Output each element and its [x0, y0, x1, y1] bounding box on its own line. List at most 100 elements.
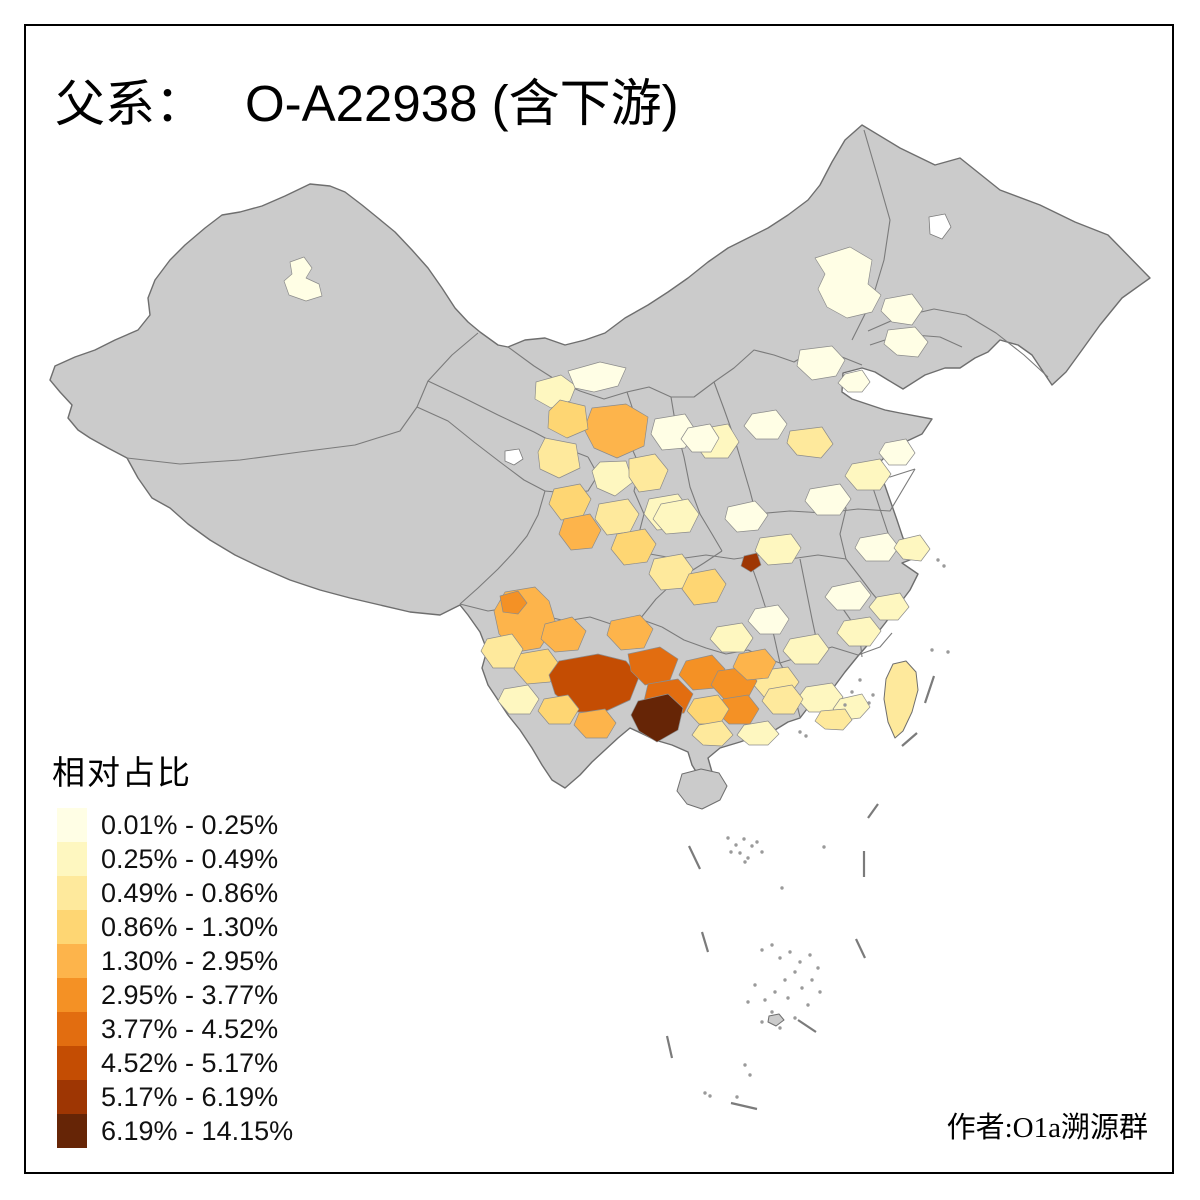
small-island-dot — [942, 564, 946, 568]
prefecture-region-class-3 — [761, 684, 804, 715]
legend-swatch-10 — [57, 1114, 87, 1148]
legend-row: 6.19% - 14.15% — [57, 1114, 293, 1148]
legend-label: 4.52% - 5.17% — [101, 1047, 279, 1078]
prefecture-region-class-3 — [691, 720, 734, 747]
small-island-dot — [770, 1010, 774, 1014]
nine-dash-line-segment — [700, 931, 710, 953]
small-island-dot — [793, 970, 797, 974]
province-border — [126, 332, 479, 465]
prefecture-region-class-5 — [732, 648, 777, 681]
small-island-dot — [786, 996, 790, 1000]
prefecture-region-class-4 — [610, 528, 657, 566]
small-island-dot — [748, 1073, 752, 1077]
small-island-dot — [843, 703, 847, 707]
prefecture-region-class-1 — [743, 409, 788, 440]
small-island-dot — [810, 978, 814, 982]
small-island-dot — [783, 978, 787, 982]
legend-label: 2.95% - 3.77% — [101, 979, 279, 1010]
small-island-dot — [798, 730, 802, 734]
prefecture-region-class-2 — [893, 534, 931, 562]
lake — [504, 448, 524, 466]
small-island-dot — [936, 558, 940, 562]
prefecture-region-class-10 — [630, 693, 684, 743]
island — [676, 768, 728, 810]
small-island-dot — [798, 960, 802, 964]
small-island-dot — [746, 1000, 750, 1004]
prefecture-region-class-5 — [540, 616, 587, 653]
small-island-dot — [858, 678, 862, 682]
small-island-dot — [806, 1003, 810, 1007]
legend-row: 0.86% - 1.30% — [57, 910, 293, 944]
prefecture-region-class-1 — [680, 423, 720, 453]
nine-dash-line-segment — [688, 845, 701, 870]
nine-dash-line-segment — [730, 1101, 758, 1111]
small-island-dot — [708, 1094, 712, 1098]
small-island-dot — [703, 1091, 707, 1095]
prefecture-region-class-2 — [736, 720, 780, 746]
prefecture-region-class-4 — [547, 399, 589, 439]
nine-dash-line-segment — [923, 675, 936, 704]
small-island-dot — [778, 956, 782, 960]
small-island-dot — [788, 950, 792, 954]
nine-dash-line-segment — [901, 732, 918, 747]
small-island-dot — [804, 734, 808, 738]
small-island-dot — [746, 856, 750, 860]
small-island-dot — [760, 850, 764, 854]
small-island-dot — [871, 693, 875, 697]
prefecture-region-class-2 — [591, 460, 634, 497]
prefecture-region-class-2 — [497, 684, 540, 715]
nine-dash-line-segment — [867, 803, 879, 819]
lake — [928, 213, 952, 240]
legend-swatch-5 — [57, 944, 87, 978]
province-border — [459, 490, 546, 605]
legend-label: 0.86% - 1.30% — [101, 911, 279, 942]
small-island-dot — [850, 690, 854, 694]
legend-row: 3.77% - 4.52% — [57, 1012, 293, 1046]
legend-swatch-9 — [57, 1080, 87, 1114]
nine-dash-line-segment — [855, 938, 866, 959]
nine-dash-line-segment — [665, 1035, 674, 1059]
island — [883, 660, 919, 739]
prefecture-region-class-5 — [606, 614, 654, 651]
prefecture-region-class-2 — [709, 622, 754, 653]
legend-row: 4.52% - 5.17% — [57, 1046, 293, 1080]
legend-swatch-1 — [57, 808, 87, 842]
small-island-dot — [726, 836, 730, 840]
prefecture-region-class-1 — [747, 604, 790, 635]
legend-row: 1.30% - 2.95% — [57, 944, 293, 978]
prefecture-region-class-2 — [844, 458, 892, 491]
legend-swatch-4 — [57, 910, 87, 944]
prefecture-region-class-1 — [837, 369, 871, 393]
prefecture-region-class-1 — [283, 256, 323, 302]
small-island-dot — [793, 1016, 797, 1020]
legend-label: 1.30% - 2.95% — [101, 945, 279, 976]
small-island-dot — [808, 953, 812, 957]
legend-label: 3.77% - 4.52% — [101, 1013, 279, 1044]
legend-label: 0.49% - 0.86% — [101, 877, 279, 908]
small-island-dot — [738, 851, 742, 855]
title-haplogroup: O-A22938 (含下游) — [245, 75, 679, 132]
prefecture-region-class-4 — [513, 648, 560, 685]
prefecture-region-class-5 — [558, 513, 602, 551]
small-island-dot — [763, 998, 767, 1002]
small-island-dot — [760, 948, 764, 952]
small-island-dot — [753, 983, 757, 987]
legend-swatch-8 — [57, 1046, 87, 1080]
legend: 相对占比 0.01% - 0.25% 0.25% - 0.49% 0.49% - 0… — [52, 746, 293, 1148]
prefecture-region-class-3 — [480, 633, 524, 669]
small-island-dot — [822, 845, 826, 849]
prefecture-region-class-2 — [652, 498, 700, 535]
legend-label: 6.19% - 14.15% — [101, 1115, 294, 1146]
small-island-dot — [816, 966, 820, 970]
plot-frame — [24, 24, 1174, 1174]
province-border — [713, 381, 757, 515]
small-island-dot — [867, 701, 871, 705]
legend-row: 0.25% - 0.49% — [57, 842, 293, 876]
small-island-dot — [773, 990, 777, 994]
prefecture-region-class-9 — [740, 552, 762, 573]
prefecture-region-class-3 — [628, 453, 669, 493]
legend-swatch-6 — [57, 978, 87, 1012]
legend-label: 0.25% - 0.49% — [101, 843, 279, 874]
